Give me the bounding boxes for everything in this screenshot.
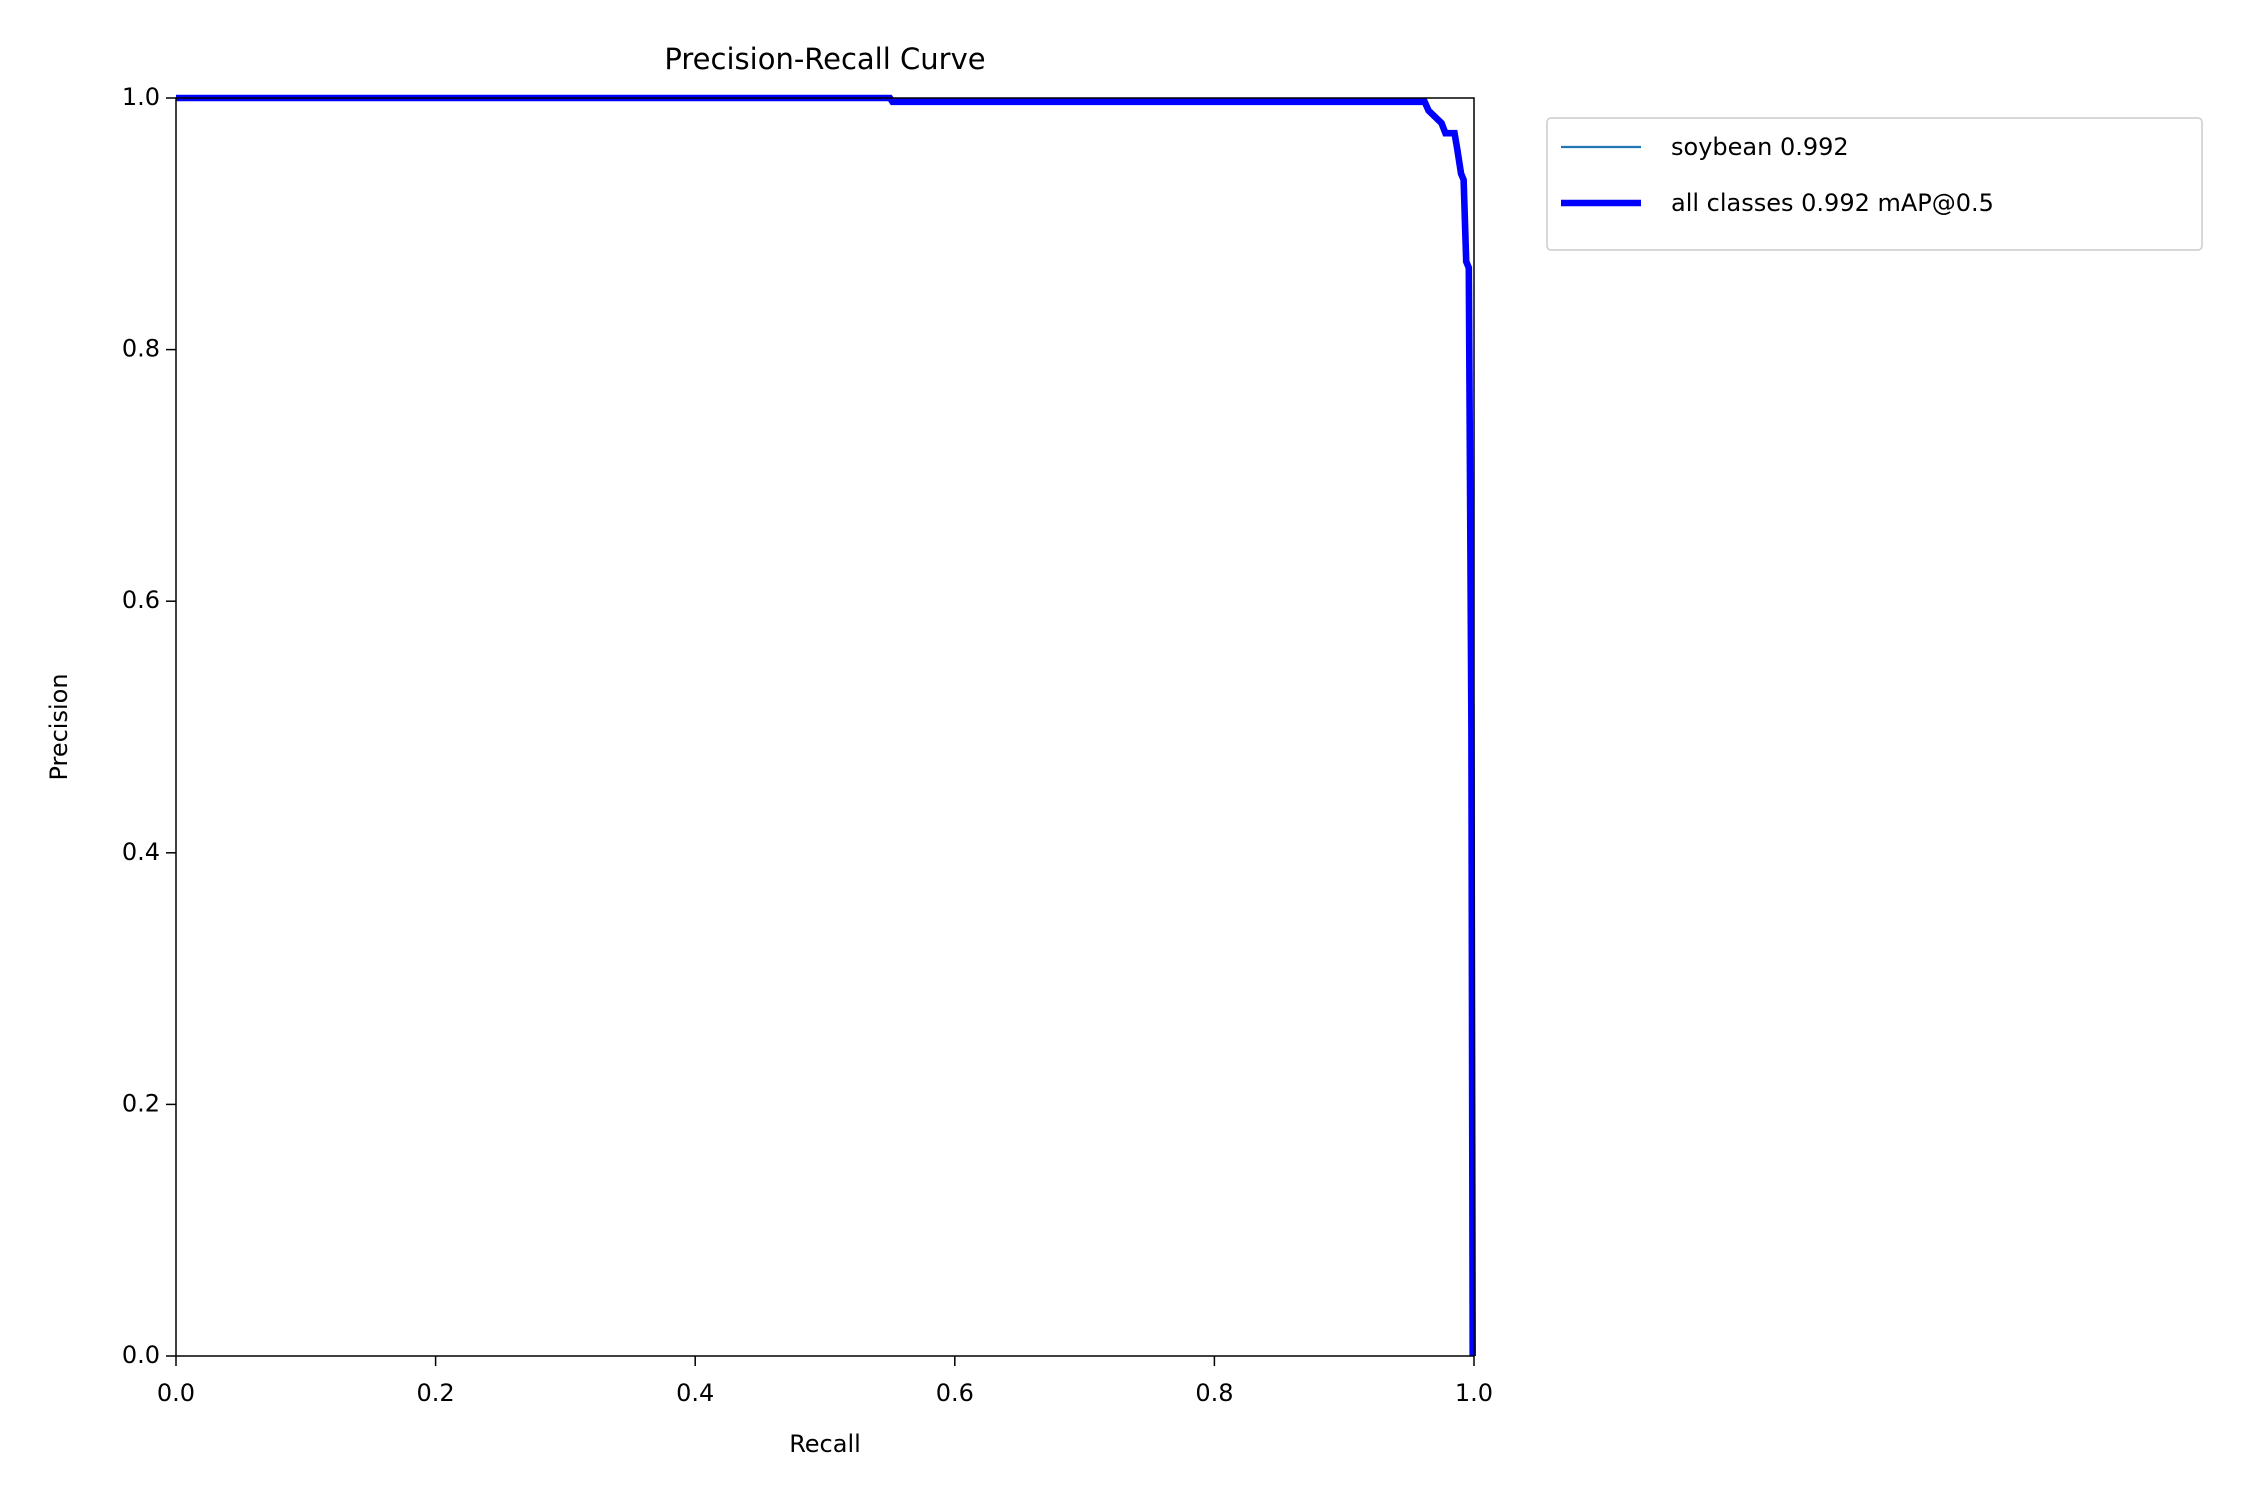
- x-tick-label: 0.0: [157, 1379, 195, 1407]
- x-tick-label: 0.8: [1195, 1379, 1233, 1407]
- y-axis-label: Precision: [45, 673, 73, 780]
- x-axis-label: Recall: [789, 1430, 861, 1458]
- legend-box: [1546, 117, 2203, 251]
- x-tick-label: 0.2: [417, 1379, 455, 1407]
- x-tick-label: 1.0: [1455, 1379, 1493, 1407]
- legend: soybean 0.992 all classes 0.992 mAP@0.5: [1546, 117, 2203, 251]
- y-tick-label: 0.0: [122, 1341, 160, 1369]
- legend-label: soybean 0.992: [1671, 133, 1849, 161]
- y-tick-label: 0.4: [122, 838, 160, 866]
- series-line: [176, 94, 1476, 1357]
- y-tick-label: 0.2: [122, 1089, 160, 1117]
- chart-title: Precision-Recall Curve: [664, 42, 985, 76]
- legend-label: all classes 0.992 mAP@0.5: [1671, 189, 1994, 217]
- y-tick-label: 0.8: [122, 335, 160, 363]
- x-tick-label: 0.6: [936, 1379, 974, 1407]
- x-tick-label: 0.4: [676, 1379, 714, 1407]
- y-tick-label: 0.6: [122, 586, 160, 614]
- y-tick-label: 1.0: [122, 83, 160, 111]
- plot-frame: [175, 97, 1475, 1357]
